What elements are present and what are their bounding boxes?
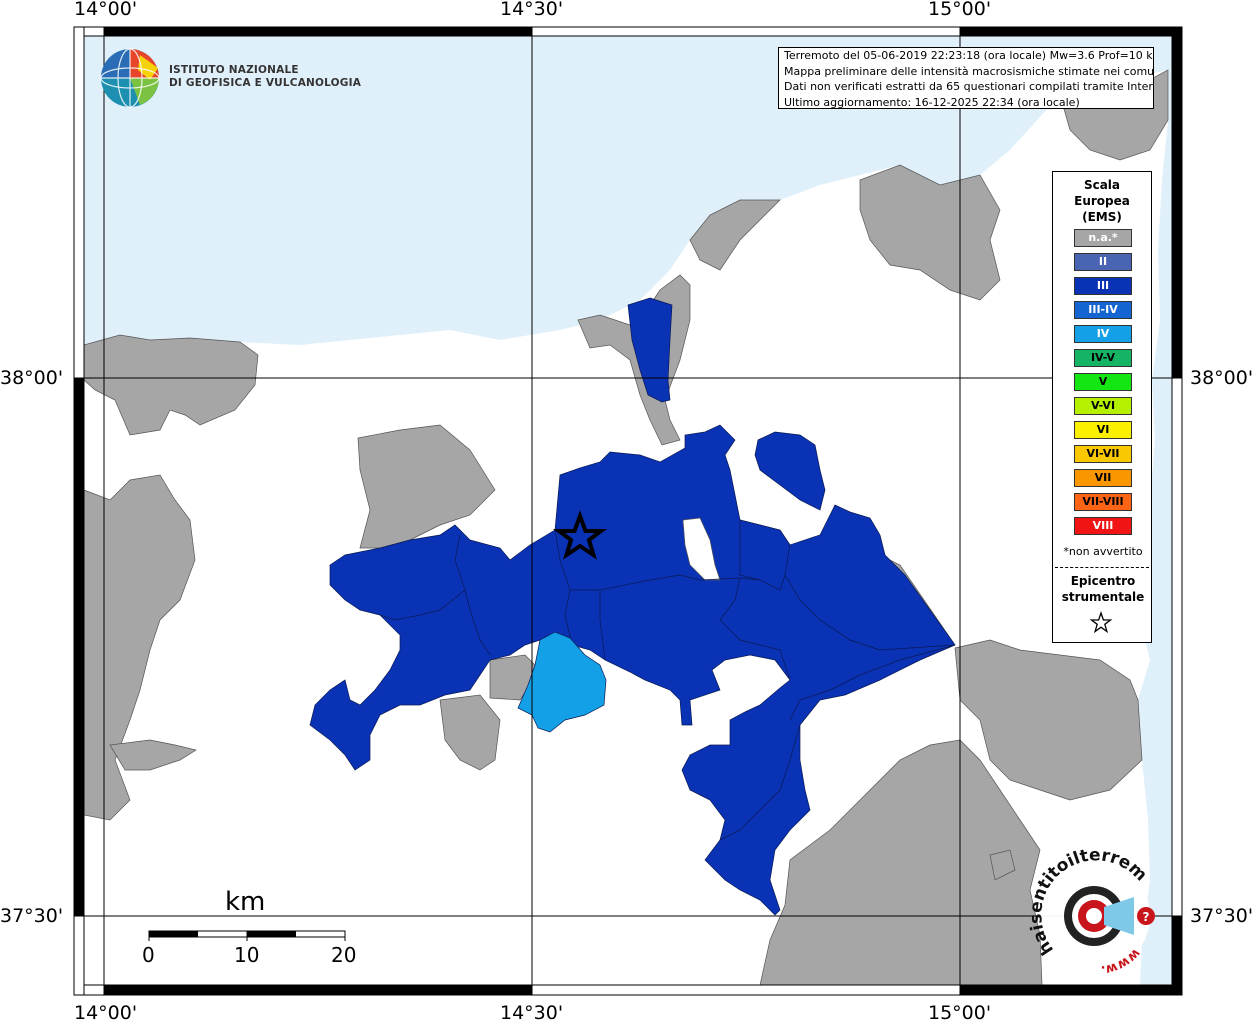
legend-title-line3: (EMS): [1082, 210, 1122, 224]
legend-swatch-iii-iv: III-IV: [1074, 301, 1132, 319]
legend-swatch-n-a: n.a.*: [1074, 229, 1132, 247]
legend-title: Scala Europea (EMS): [1053, 177, 1151, 225]
coord-bottom-3: 15°00': [928, 1002, 992, 1024]
ingv-logo-line1: ISTITUTO NAZIONALE: [169, 64, 299, 76]
epicenter-star-icon: [1089, 611, 1113, 634]
legend-swatch-vi-vii: VI-VII: [1074, 445, 1132, 463]
legend-divider: [1055, 567, 1149, 568]
info-line-3: Dati non verificati estratti da 65 quest…: [784, 80, 1154, 93]
legend-swatch-vi: VI: [1074, 421, 1132, 439]
graticule: [84, 36, 1172, 985]
scale-tick-10: 10: [234, 943, 260, 967]
municipality-intensity-IV: [517, 631, 607, 733]
legend-title-line2: Europea: [1074, 194, 1130, 208]
scale-tick-20: 20: [331, 943, 357, 967]
legend-swatch-v-vi: V-VI: [1074, 397, 1132, 415]
legend-swatch-vii: VII: [1074, 469, 1132, 487]
map-frame: [73, 26, 1183, 996]
info-line-2: Mappa preliminare delle intensità macros…: [784, 64, 1154, 78]
ingv-logo-line2: DI GEOFISICA E VULCANOLOGIA: [169, 77, 362, 89]
ingv-logo-icon: [100, 48, 160, 108]
scale-tick-0: 0: [142, 943, 155, 967]
legend-swatch-v: V: [1074, 373, 1132, 391]
earthquake-info-box: Terremoto del 05-06-2019 22:23:18 (ora l…: [778, 47, 1154, 109]
legend-swatch-ii: II: [1074, 253, 1132, 271]
coord-left-2: 37°30': [0, 905, 64, 927]
municipalities-intensity-III: [309, 297, 956, 916]
municipalities-not-available: [83, 69, 1169, 986]
coord-left-1: 38°00': [0, 367, 64, 389]
coord-top-3: 15°00': [928, 0, 992, 20]
legend-swatch-vii-viii: VII-VIII: [1074, 493, 1132, 511]
svg-text:?: ?: [1143, 910, 1150, 924]
coord-right-1: 38°00': [1190, 367, 1254, 389]
legend-title-line1: Scala: [1083, 178, 1121, 192]
ingv-logo-text: ISTITUTO NAZIONALE DI GEOFISICA E VULCAN…: [169, 64, 361, 90]
info-line-1: Terremoto del 05-06-2019 22:23:18 (ora l…: [784, 49, 1154, 62]
legend-swatch-viii: VIII: [1074, 517, 1132, 535]
legend-note: *non avvertito: [1063, 545, 1143, 558]
legend-swatch-iv-v: IV-V: [1074, 349, 1132, 367]
scale-unit-label: km: [225, 887, 266, 917]
sea-area: [84, 36, 1172, 985]
coord-top-1: 14°00': [74, 0, 138, 20]
legend-swatch-iii: III: [1074, 277, 1132, 295]
legend-epicenter-label: Epicentro strumentale: [1053, 573, 1153, 605]
coord-right-2: 37°30': [1190, 905, 1254, 927]
epicenter-star-marker: [553, 510, 607, 560]
info-line-4: Ultimo aggiornamento: 16-12-2025 22:34 (…: [784, 95, 1080, 109]
coord-top-2: 14°30': [500, 0, 564, 20]
legend-swatch-iv: IV: [1074, 325, 1132, 343]
legend-epicenter-line2: strumentale: [1061, 590, 1145, 604]
coord-bottom-2: 14°30': [500, 1002, 564, 1024]
ems-legend: Scala Europea (EMS) *non avvertito Epice…: [1052, 171, 1152, 643]
coord-bottom-1: 14°00': [74, 1002, 138, 1024]
scale-bar: [148, 930, 346, 941]
legend-epicenter-line1: Epicentro: [1070, 574, 1136, 588]
